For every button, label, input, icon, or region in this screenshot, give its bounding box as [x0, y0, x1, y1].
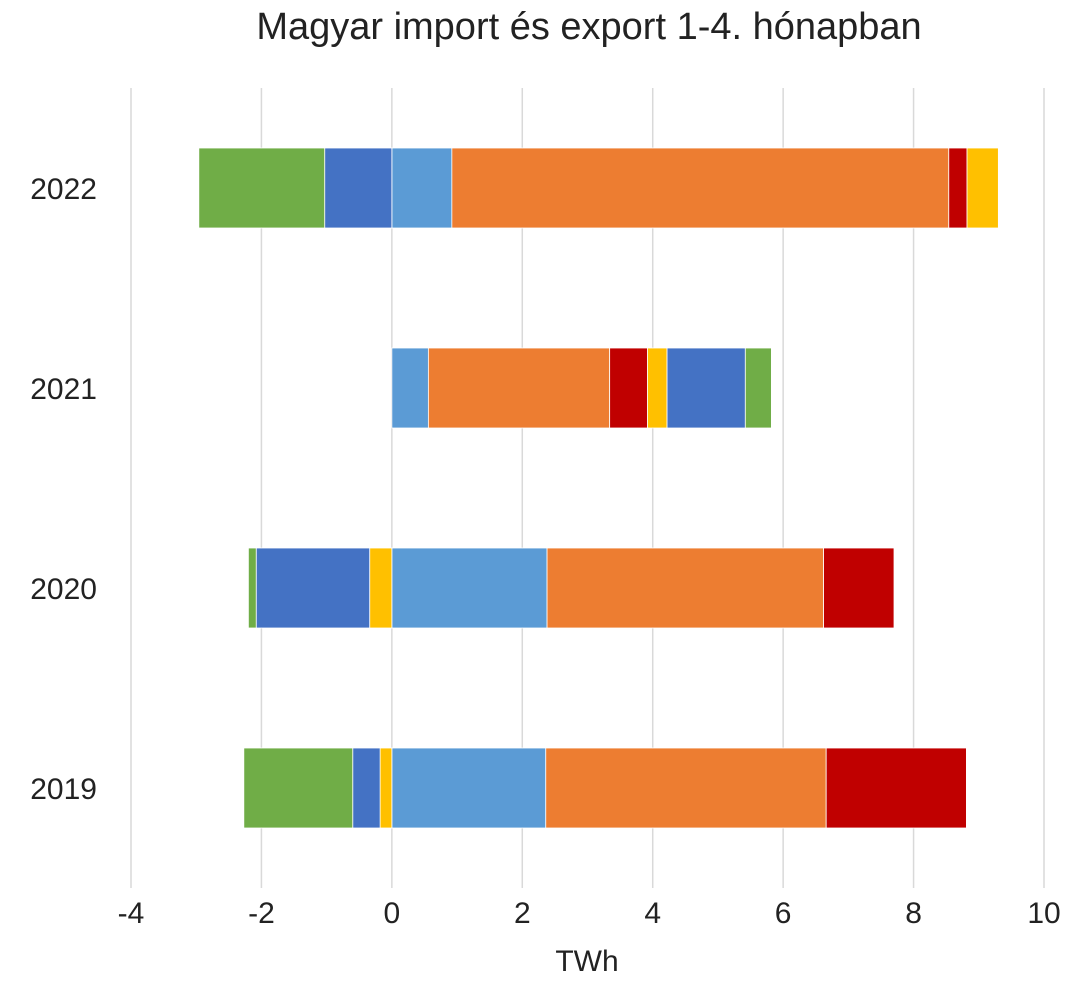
bar-segment: [352, 747, 381, 829]
bar-segment: [391, 147, 453, 229]
x-tick-label: -4: [118, 897, 145, 930]
bar-segment: [391, 747, 547, 829]
bar-segment: [825, 747, 967, 829]
x-tick-label: 10: [1027, 897, 1060, 930]
bar-segment: [546, 547, 824, 629]
bar-segment: [966, 147, 999, 229]
bar-segment: [666, 347, 746, 429]
bar-segment: [647, 347, 668, 429]
bar-segment: [451, 147, 950, 229]
x-tick-label: 6: [775, 897, 792, 930]
bar-segment: [255, 547, 371, 629]
x-tick-label: -2: [248, 897, 275, 930]
y-category-label: 2021: [30, 373, 97, 406]
bar-segment: [391, 547, 548, 629]
bar-segment: [243, 747, 354, 829]
bar-segment: [379, 747, 393, 829]
x-tick-label: 4: [644, 897, 661, 930]
bar-segment: [545, 747, 827, 829]
chart-title: Magyar import és export 1-4. hónapban: [256, 6, 922, 48]
bar-segment: [369, 547, 393, 629]
bar-segment: [324, 147, 393, 229]
bar-segment: [198, 147, 326, 229]
bar-segment: [744, 347, 772, 429]
x-tick-label: 2: [514, 897, 531, 930]
bar-segment: [948, 147, 968, 229]
x-axis-label: TWh: [555, 945, 619, 978]
bar-segment: [823, 547, 895, 629]
x-tick-label: 0: [384, 897, 401, 930]
bar-segment: [427, 347, 611, 429]
bar-segment: [247, 547, 257, 629]
x-tick-label: 8: [905, 897, 922, 930]
y-category-label: 2020: [30, 573, 97, 606]
bar-segment: [391, 347, 429, 429]
y-category-label: 2022: [30, 173, 97, 206]
y-category-label: 2019: [30, 773, 97, 806]
bar-segment: [609, 347, 648, 429]
